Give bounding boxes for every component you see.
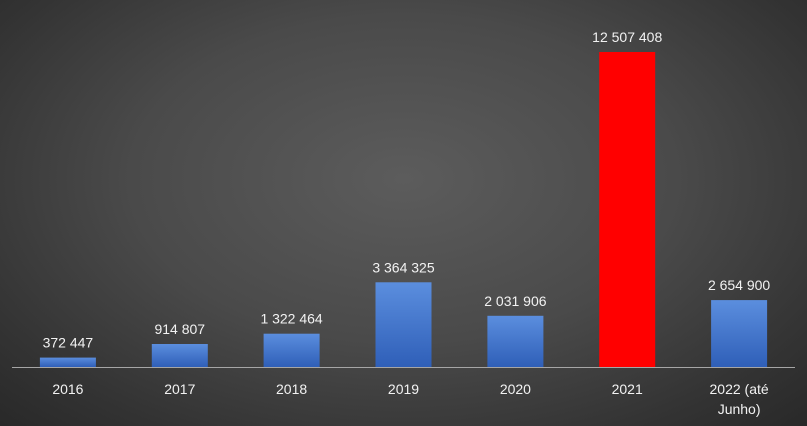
value-label-2020: 2 031 906 [484,293,546,309]
x-tick-label-2016: 2016 [52,381,83,397]
value-labels-group: 372 447 914 807 1 322 464 3 364 325 2 031 90… [43,29,771,351]
x-tick-label-2019: 2019 [388,381,419,397]
value-label-2021: 12 507 408 [592,29,662,45]
value-label-2018: 1 322 464 [260,311,322,327]
bar-2021 [599,52,656,367]
x-tick-label-2021: 2021 [612,381,643,397]
x-tick-labels-group: 2016 2017 2018 2019 2020 2021 2022 (até Junho) [52,381,769,417]
bar-2020 [487,315,544,367]
x-tick-label-2022: 2022 (até Junho) [710,381,769,417]
x-tick-label-2017: 2017 [164,381,195,397]
x-tick-label-2020: 2020 [500,381,531,397]
value-label-2019: 3 364 325 [372,259,434,275]
bar-2017 [151,344,208,367]
x-tick-label-2018: 2018 [276,381,307,397]
value-label-2017: 914 807 [154,321,205,337]
bar-2016 [39,357,96,367]
value-label-2016: 372 447 [43,335,94,351]
bar-2022 [711,300,768,367]
value-label-2022: 2 654 900 [708,277,770,293]
bars-group [39,52,768,367]
bar-2018 [263,333,320,367]
bar-2019 [375,282,432,367]
